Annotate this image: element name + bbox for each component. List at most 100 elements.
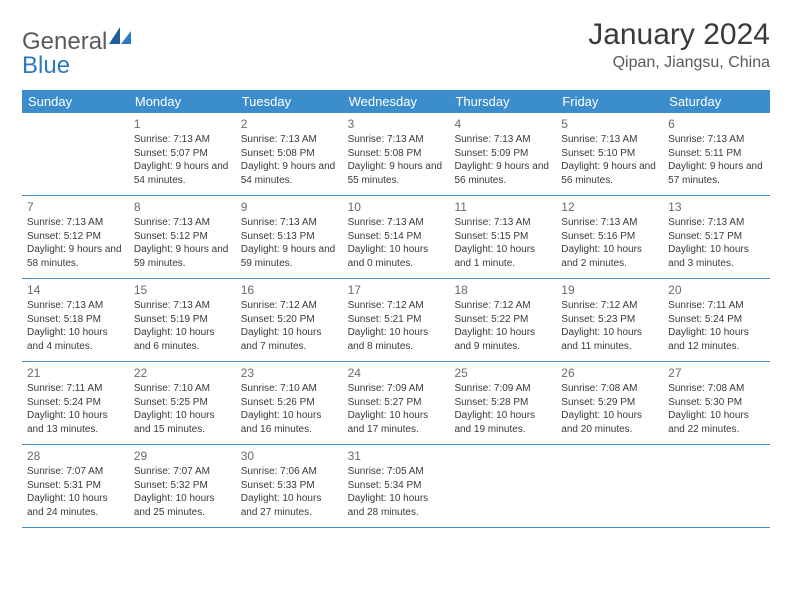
daylight-text: Daylight: 10 hours and 17 minutes. xyxy=(348,409,445,436)
logo-sail-icon xyxy=(109,24,131,52)
day-cell: 29Sunrise: 7:07 AMSunset: 5:32 PMDayligh… xyxy=(129,445,236,527)
day-number: 15 xyxy=(134,282,231,298)
daylight-text: Daylight: 9 hours and 56 minutes. xyxy=(454,160,551,187)
day-number: 24 xyxy=(348,365,445,381)
sunset-text: Sunset: 5:15 PM xyxy=(454,230,551,244)
sunset-text: Sunset: 5:14 PM xyxy=(348,230,445,244)
daylight-text: Daylight: 10 hours and 24 minutes. xyxy=(27,492,124,519)
day-cell xyxy=(22,113,129,195)
sunset-text: Sunset: 5:29 PM xyxy=(561,396,658,410)
day-cell: 14Sunrise: 7:13 AMSunset: 5:18 PMDayligh… xyxy=(22,279,129,361)
sunrise-text: Sunrise: 7:12 AM xyxy=(561,299,658,313)
day-cell: 30Sunrise: 7:06 AMSunset: 5:33 PMDayligh… xyxy=(236,445,343,527)
sunrise-text: Sunrise: 7:07 AM xyxy=(27,465,124,479)
sunset-text: Sunset: 5:11 PM xyxy=(668,147,765,161)
day-label-thu: Thursday xyxy=(449,90,556,113)
daylight-text: Daylight: 10 hours and 9 minutes. xyxy=(454,326,551,353)
daylight-text: Daylight: 10 hours and 11 minutes. xyxy=(561,326,658,353)
daylight-text: Daylight: 10 hours and 4 minutes. xyxy=(27,326,124,353)
day-number: 18 xyxy=(454,282,551,298)
day-cell: 6Sunrise: 7:13 AMSunset: 5:11 PMDaylight… xyxy=(663,113,770,195)
sunset-text: Sunset: 5:12 PM xyxy=(134,230,231,244)
calendar: Sunday Monday Tuesday Wednesday Thursday… xyxy=(22,90,770,528)
daylight-text: Daylight: 10 hours and 6 minutes. xyxy=(134,326,231,353)
sunset-text: Sunset: 5:12 PM xyxy=(27,230,124,244)
day-number: 26 xyxy=(561,365,658,381)
sunset-text: Sunset: 5:25 PM xyxy=(134,396,231,410)
day-number: 3 xyxy=(348,116,445,132)
day-number: 14 xyxy=(27,282,124,298)
logo-text-blue: Blue xyxy=(22,52,70,80)
weeks-container: 1Sunrise: 7:13 AMSunset: 5:07 PMDaylight… xyxy=(22,113,770,528)
day-number: 21 xyxy=(27,365,124,381)
day-cell: 7Sunrise: 7:13 AMSunset: 5:12 PMDaylight… xyxy=(22,196,129,278)
day-label-mon: Monday xyxy=(129,90,236,113)
daylight-text: Daylight: 10 hours and 15 minutes. xyxy=(134,409,231,436)
sunset-text: Sunset: 5:07 PM xyxy=(134,147,231,161)
daylight-text: Daylight: 9 hours and 54 minutes. xyxy=(241,160,338,187)
day-label-tue: Tuesday xyxy=(236,90,343,113)
sunset-text: Sunset: 5:30 PM xyxy=(668,396,765,410)
day-cell: 22Sunrise: 7:10 AMSunset: 5:25 PMDayligh… xyxy=(129,362,236,444)
day-cell: 3Sunrise: 7:13 AMSunset: 5:08 PMDaylight… xyxy=(343,113,450,195)
sunset-text: Sunset: 5:28 PM xyxy=(454,396,551,410)
daylight-text: Daylight: 9 hours and 55 minutes. xyxy=(348,160,445,187)
day-cell: 25Sunrise: 7:09 AMSunset: 5:28 PMDayligh… xyxy=(449,362,556,444)
sunrise-text: Sunrise: 7:13 AM xyxy=(134,299,231,313)
day-number: 5 xyxy=(561,116,658,132)
sunset-text: Sunset: 5:16 PM xyxy=(561,230,658,244)
sunrise-text: Sunrise: 7:08 AM xyxy=(561,382,658,396)
sunrise-text: Sunrise: 7:05 AM xyxy=(348,465,445,479)
day-label-sun: Sunday xyxy=(22,90,129,113)
sunrise-text: Sunrise: 7:13 AM xyxy=(668,216,765,230)
sunset-text: Sunset: 5:22 PM xyxy=(454,313,551,327)
sunset-text: Sunset: 5:32 PM xyxy=(134,479,231,493)
day-cell: 20Sunrise: 7:11 AMSunset: 5:24 PMDayligh… xyxy=(663,279,770,361)
daylight-text: Daylight: 9 hours and 57 minutes. xyxy=(668,160,765,187)
day-number: 11 xyxy=(454,199,551,215)
day-number: 22 xyxy=(134,365,231,381)
sunrise-text: Sunrise: 7:13 AM xyxy=(27,216,124,230)
day-number: 20 xyxy=(668,282,765,298)
daylight-text: Daylight: 10 hours and 27 minutes. xyxy=(241,492,338,519)
day-cell: 10Sunrise: 7:13 AMSunset: 5:14 PMDayligh… xyxy=(343,196,450,278)
sunrise-text: Sunrise: 7:13 AM xyxy=(454,216,551,230)
sunrise-text: Sunrise: 7:13 AM xyxy=(561,133,658,147)
sunset-text: Sunset: 5:31 PM xyxy=(27,479,124,493)
week-row: 14Sunrise: 7:13 AMSunset: 5:18 PMDayligh… xyxy=(22,279,770,362)
day-cell: 18Sunrise: 7:12 AMSunset: 5:22 PMDayligh… xyxy=(449,279,556,361)
day-cell: 12Sunrise: 7:13 AMSunset: 5:16 PMDayligh… xyxy=(556,196,663,278)
sunset-text: Sunset: 5:19 PM xyxy=(134,313,231,327)
week-row: 28Sunrise: 7:07 AMSunset: 5:31 PMDayligh… xyxy=(22,445,770,528)
daylight-text: Daylight: 10 hours and 16 minutes. xyxy=(241,409,338,436)
daylight-text: Daylight: 10 hours and 22 minutes. xyxy=(668,409,765,436)
week-row: 7Sunrise: 7:13 AMSunset: 5:12 PMDaylight… xyxy=(22,196,770,279)
sunrise-text: Sunrise: 7:07 AM xyxy=(134,465,231,479)
day-cell: 1Sunrise: 7:13 AMSunset: 5:07 PMDaylight… xyxy=(129,113,236,195)
sunset-text: Sunset: 5:24 PM xyxy=(668,313,765,327)
sunrise-text: Sunrise: 7:09 AM xyxy=(454,382,551,396)
day-number: 17 xyxy=(348,282,445,298)
day-cell: 5Sunrise: 7:13 AMSunset: 5:10 PMDaylight… xyxy=(556,113,663,195)
sunset-text: Sunset: 5:08 PM xyxy=(241,147,338,161)
sunset-text: Sunset: 5:27 PM xyxy=(348,396,445,410)
day-cell: 16Sunrise: 7:12 AMSunset: 5:20 PMDayligh… xyxy=(236,279,343,361)
daylight-text: Daylight: 10 hours and 19 minutes. xyxy=(454,409,551,436)
day-label-fri: Friday xyxy=(556,90,663,113)
daylight-text: Daylight: 10 hours and 3 minutes. xyxy=(668,243,765,270)
day-number: 6 xyxy=(668,116,765,132)
sunrise-text: Sunrise: 7:13 AM xyxy=(241,133,338,147)
daylight-text: Daylight: 9 hours and 58 minutes. xyxy=(27,243,124,270)
day-label-sat: Saturday xyxy=(663,90,770,113)
location-label: Qipan, Jiangsu, China xyxy=(588,54,770,72)
daylight-text: Daylight: 10 hours and 2 minutes. xyxy=(561,243,658,270)
sunrise-text: Sunrise: 7:12 AM xyxy=(348,299,445,313)
daylight-text: Daylight: 10 hours and 20 minutes. xyxy=(561,409,658,436)
day-cell: 11Sunrise: 7:13 AMSunset: 5:15 PMDayligh… xyxy=(449,196,556,278)
sunrise-text: Sunrise: 7:11 AM xyxy=(27,382,124,396)
day-cell: 19Sunrise: 7:12 AMSunset: 5:23 PMDayligh… xyxy=(556,279,663,361)
daylight-text: Daylight: 9 hours and 59 minutes. xyxy=(241,243,338,270)
sunset-text: Sunset: 5:33 PM xyxy=(241,479,338,493)
sunrise-text: Sunrise: 7:13 AM xyxy=(348,133,445,147)
sunset-text: Sunset: 5:10 PM xyxy=(561,147,658,161)
